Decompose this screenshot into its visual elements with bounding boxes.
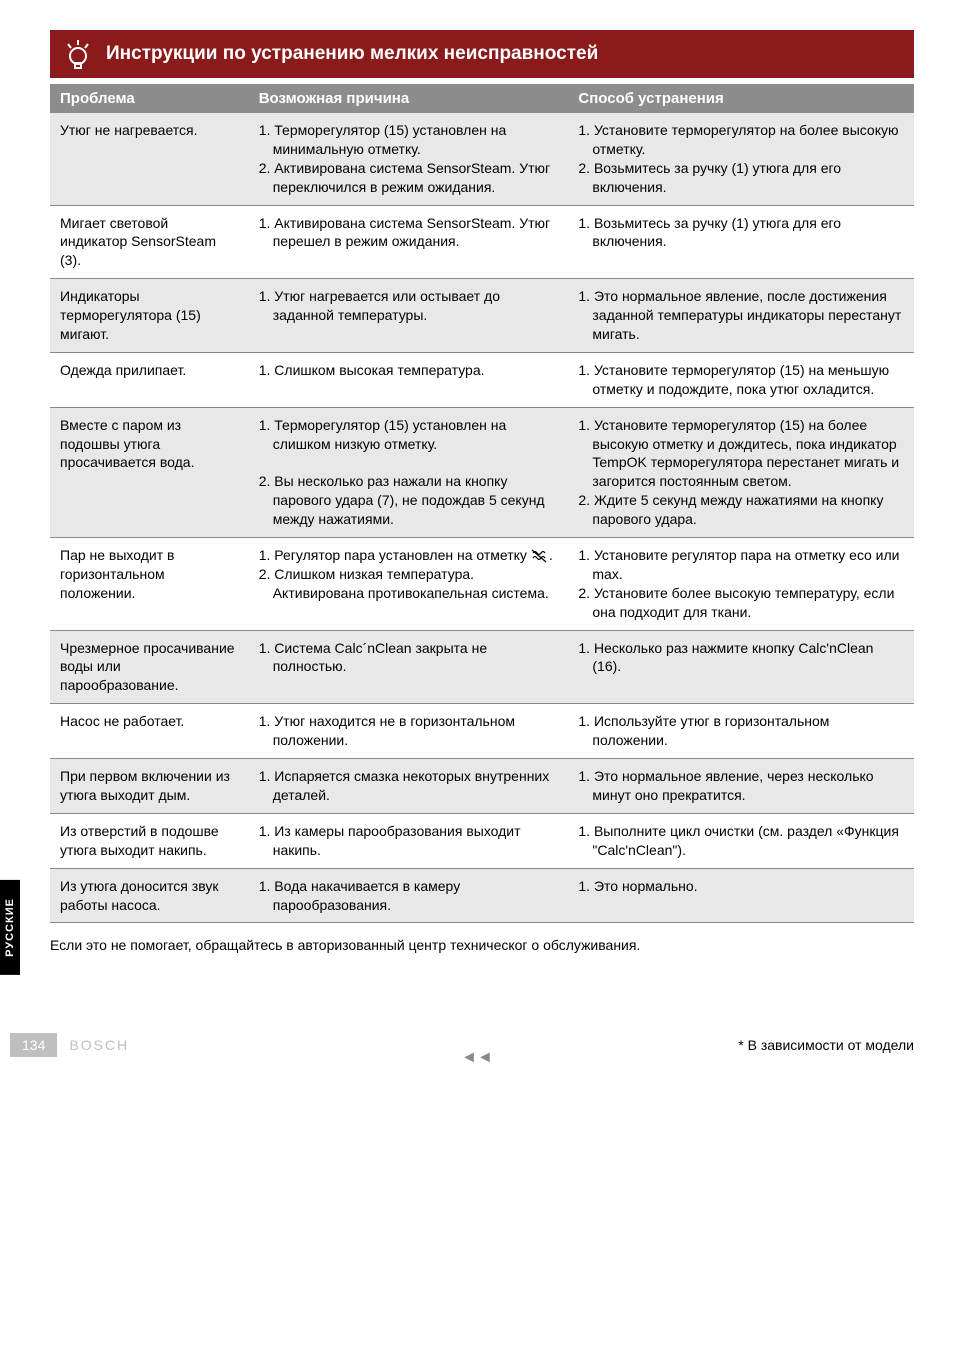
cell-cause: 1. Терморегулятор (15) установлен на мин… [249, 113, 569, 205]
cell-cause: 1. Регулятор пара установлен на отметку … [249, 538, 569, 630]
cell-solution: 1. Это нормальное явление, после достиже… [568, 279, 914, 352]
cell-problem: Из отверстий в подошве утюга выходит нак… [50, 814, 249, 868]
cell-solution: 1. Установите регулятор пара на отметку … [568, 538, 914, 630]
cell-solution: 1. Используйте утюг в горизонтальном пол… [568, 704, 914, 758]
table-row: Индикаторы терморегулятора (15) мигают.1… [50, 279, 914, 353]
section-title: Инструкции по устранению мелких неисправ… [106, 43, 598, 65]
cell-solution: 1. Это нормальное явление, через несколь… [568, 759, 914, 813]
header-cause: Возможная причина [249, 84, 569, 113]
header-solution: Способ устранения [568, 84, 914, 113]
cell-problem: Насос не работает. [50, 704, 249, 758]
cell-cause: 1. Активирована система SensorSteam. Утю… [249, 206, 569, 279]
cell-solution: 1. Установите терморегулятор (15) на мен… [568, 353, 914, 407]
cell-cause: 1. Из камеры парообразования выходит нак… [249, 814, 569, 868]
section-header: Инструкции по устранению мелких неисправ… [50, 30, 914, 78]
table-row: Мигает световой индикатор SensorSteam (3… [50, 206, 914, 280]
cell-problem: Утюг не нагревается. [50, 113, 249, 205]
lightbulb-icon [62, 38, 94, 70]
model-note: * В зависимости от модели [738, 1037, 914, 1053]
cell-cause: 1. Терморегулятор (15) установлен на сли… [249, 408, 569, 537]
table-row: Из утюга доносится звук работы насоса.1.… [50, 869, 914, 924]
cell-problem: Чрезмерное просачивание воды или парообр… [50, 631, 249, 704]
brand-name: BOSCH [69, 1037, 129, 1053]
cell-solution: 1. Установите терморегулятор на более вы… [568, 113, 914, 205]
cell-cause: 1. Испаряется смазка некоторых внутренни… [249, 759, 569, 813]
table-row: Насос не работает.1. Утюг находится не в… [50, 704, 914, 759]
language-sidebar: РУССКИЕ [0, 880, 20, 975]
cell-cause: 1. Вода накачивается в камеру парообразо… [249, 869, 569, 923]
table-row: Пар не выходит в горизонтальном положени… [50, 538, 914, 631]
cell-problem: Из утюга доносится звук работы насоса. [50, 869, 249, 923]
cell-cause: 1. Утюг нагревается или остывает до зада… [249, 279, 569, 352]
header-problem: Проблема [50, 84, 249, 113]
table-row: При первом включении из утюга выходит ды… [50, 759, 914, 814]
cell-solution: 1. Установите терморегулятор (15) на бол… [568, 408, 914, 537]
table-row: Вместе с паром из подошвы утюга просачив… [50, 408, 914, 538]
table-row: Одежда прилипает.1. Слишком высокая темп… [50, 353, 914, 408]
cell-cause: 1. Система Calc´nClean закрыта не полнос… [249, 631, 569, 704]
page-number: 134 [10, 1033, 57, 1057]
table-row: Из отверстий в подошве утюга выходит нак… [50, 814, 914, 869]
cell-solution: 1. Возьмитесь за ручку (1) утюга для его… [568, 206, 914, 279]
cell-problem: Одежда прилипает. [50, 353, 249, 407]
table-row: Чрезмерное просачивание воды или парообр… [50, 631, 914, 705]
cell-problem: При первом включении из утюга выходит ды… [50, 759, 249, 813]
cell-problem: Вместе с паром из подошвы утюга просачив… [50, 408, 249, 537]
cell-problem: Мигает световой индикатор SensorSteam (3… [50, 206, 249, 279]
cell-cause: 1. Утюг находится не в горизонтальном по… [249, 704, 569, 758]
cell-problem: Пар не выходит в горизонтальном положени… [50, 538, 249, 630]
cell-solution: 1. Несколько раз нажмите кнопку Calc'nCl… [568, 631, 914, 704]
troubleshooting-table: Проблема Возможная причина Способ устран… [50, 84, 914, 923]
nav-arrows: ◄◄ [461, 1049, 493, 1067]
footer-note: Если это не помогает, обращайтесь в авто… [50, 937, 914, 953]
table-header-row: Проблема Возможная причина Способ устран… [50, 84, 914, 113]
cell-cause: 1. Слишком высокая температура. [249, 353, 569, 407]
table-row: Утюг не нагревается.1. Терморегулятор (1… [50, 113, 914, 206]
cell-problem: Индикаторы терморегулятора (15) мигают. [50, 279, 249, 352]
cell-solution: 1. Выполните цикл очистки (см. раздел «Ф… [568, 814, 914, 868]
cell-solution: 1. Это нормально. [568, 869, 914, 923]
